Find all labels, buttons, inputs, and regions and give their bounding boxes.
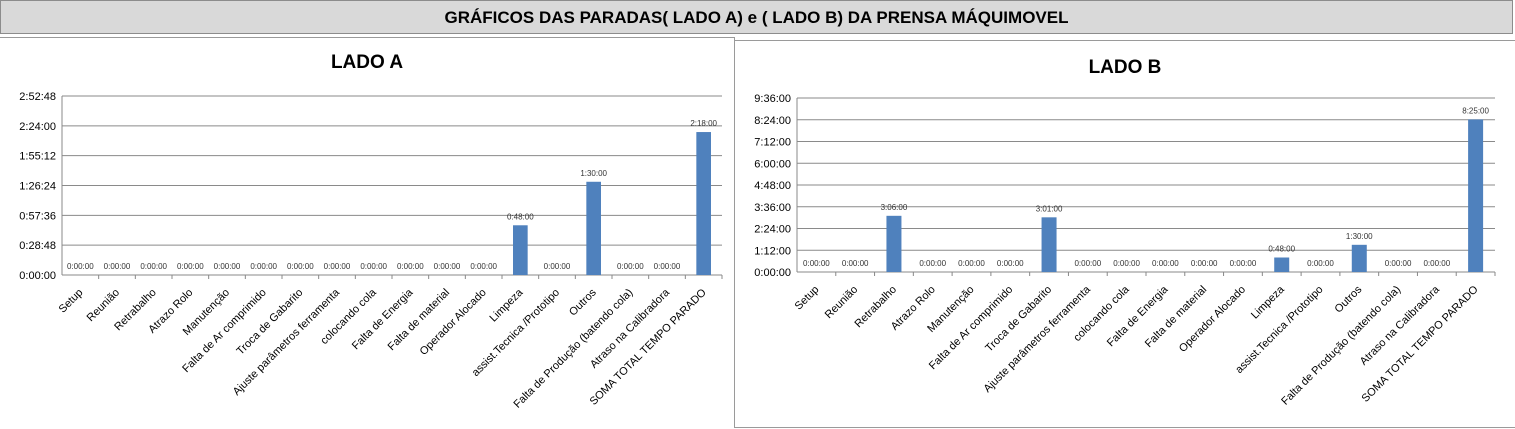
lado-b-category-label: Reunião xyxy=(823,284,860,321)
lado-a-bar xyxy=(696,132,711,275)
lado-b-y-tick-label: 6:00:00 xyxy=(754,158,791,170)
lado-a-data-label: 0:00:00 xyxy=(104,262,131,271)
lado-b-data-label: 0:00:00 xyxy=(919,259,946,268)
lado-b-data-label: 0:00:00 xyxy=(842,259,869,268)
lado-b-y-tick-label: 8:24:00 xyxy=(754,115,791,127)
lado-b-data-label: 0:00:00 xyxy=(1113,259,1140,268)
chart-lado-b: 0:00:00 1:12:00 2:24:00 3:36:00 4:48:00 6:00:… xyxy=(754,93,1496,408)
chart-title-lado-b: LADO B xyxy=(1088,57,1162,78)
lado-b-category-label: Limpeza xyxy=(1249,283,1288,322)
lado-a-data-label: 0:00:00 xyxy=(470,262,497,271)
lado-b-category-label: Setup xyxy=(793,284,822,313)
lado-b-data-label: 0:00:00 xyxy=(1423,259,1450,268)
lado-a-bar xyxy=(586,181,601,275)
lado-b-data-label: 1:30:00 xyxy=(1346,232,1373,241)
lado-b-bar xyxy=(1041,217,1057,272)
page-header: GRÁFICOS DAS PARADAS( LADO A) e ( LADO B… xyxy=(0,0,1513,34)
lado-b-data-label: 0:00:00 xyxy=(1307,259,1334,268)
lado-b-data-label: 0:00:00 xyxy=(1074,259,1101,268)
lado-b-y-tick-label: 2:24:00 xyxy=(754,224,791,236)
lado-a-data-label: 2:18:00 xyxy=(690,119,717,128)
lado-b-data-label: 0:00:00 xyxy=(1230,259,1257,268)
lado-b-y-tick-label: 3:36:00 xyxy=(754,202,791,214)
lado-a-data-label: 0:00:00 xyxy=(140,262,167,271)
lado-b-data-label: 3:06:00 xyxy=(881,203,908,212)
lado-b-data-label: 8:25:00 xyxy=(1462,106,1489,115)
chart-title-lado-a: LADO A xyxy=(330,52,404,73)
lado-a-category-label: Setup xyxy=(57,287,86,316)
lado-b-data-label: 0:00:00 xyxy=(1385,259,1412,268)
page-title: GRÁFICOS DAS PARADAS( LADO A) e ( LADO B… xyxy=(444,8,1069,27)
lado-b-bar xyxy=(1274,257,1290,272)
lado-b-data-label: 0:48:00 xyxy=(1268,245,1295,254)
lado-a-data-label: 1:30:00 xyxy=(580,169,607,178)
lado-a-y-tick-label: 1:26:24 xyxy=(19,181,56,193)
lado-b-y-tick-label: 9:36:00 xyxy=(754,93,791,105)
lado-b-category-label: Troca de Gabarito xyxy=(983,284,1054,355)
lado-b-bar xyxy=(1351,244,1367,272)
chart-panel-lado-a: LADO A 0:00:00 0:28:48 0:57:36 1:26:24 1:55:… xyxy=(0,37,735,428)
lado-a-data-label: 0:00:00 xyxy=(360,262,387,271)
lado-a-y-tick-label: 0:57:36 xyxy=(19,210,56,222)
lado-b-y-tick-label: 7:12:00 xyxy=(754,137,791,149)
lado-a-data-label: 0:00:00 xyxy=(177,262,204,271)
lado-a-data-label: 0:00:00 xyxy=(324,262,351,271)
lado-b-category-label: Outros xyxy=(1333,283,1365,315)
lado-a-data-label: 0:00:00 xyxy=(287,262,314,271)
lado-b-y-tick-label: 1:12:00 xyxy=(754,245,791,257)
lado-a-category-label: Operador Alocado xyxy=(418,287,489,358)
lado-b-data-label: 0:00:00 xyxy=(958,259,985,268)
lado-a-data-label: 0:48:00 xyxy=(507,212,534,221)
lado-a-y-tick-label: 2:24:00 xyxy=(19,121,56,133)
lado-a-y-tick-label: 1:55:12 xyxy=(19,151,56,163)
lado-b-data-label: 0:00:00 xyxy=(803,259,830,268)
lado-a-data-label: 0:00:00 xyxy=(617,262,644,271)
lado-a-data-label: 0:00:00 xyxy=(214,262,241,271)
chart-panel-lado-b: LADO B 0:00:00 1:12:00 2:24:00 3:36:00 4:48:… xyxy=(735,40,1515,428)
lado-b-data-label: 0:00:00 xyxy=(1152,259,1179,268)
lado-a-y-tick-label: 0:28:48 xyxy=(19,240,56,252)
lado-a-data-label: 0:00:00 xyxy=(250,262,277,271)
lado-b-bar xyxy=(1468,119,1484,273)
lado-a-y-tick-label: 2:52:48 xyxy=(19,91,56,103)
lado-b-y-tick-label: 4:48:00 xyxy=(754,180,791,192)
lado-a-data-label: 0:00:00 xyxy=(397,262,424,271)
lado-b-category-label: Operador Alocado xyxy=(1177,284,1248,355)
lado-a-category-label: Reunião xyxy=(85,287,122,324)
lado-a-category-label: Troca de Gabarito xyxy=(235,287,306,358)
lado-a-category-label: Outros xyxy=(567,286,599,318)
lado-a-y-tick-label: 0:00:00 xyxy=(19,270,56,282)
lado-b-data-label: 3:01:00 xyxy=(1036,204,1063,213)
lado-a-data-label: 0:00:00 xyxy=(654,262,681,271)
lado-a-data-label: 0:00:00 xyxy=(434,262,461,271)
lado-a-data-label: 0:00:00 xyxy=(67,262,94,271)
lado-b-data-label: 0:00:00 xyxy=(997,259,1024,268)
lado-b-data-label: 0:00:00 xyxy=(1191,259,1218,268)
lado-b-bar xyxy=(886,215,902,272)
lado-a-bar xyxy=(513,225,528,275)
lado-b-y-tick-label: 0:00:00 xyxy=(754,267,791,279)
lado-a-data-label: 0:00:00 xyxy=(544,262,571,271)
chart-lado-a: 0:00:00 0:28:48 0:57:36 1:26:24 1:55:12 2:24:… xyxy=(19,91,723,411)
